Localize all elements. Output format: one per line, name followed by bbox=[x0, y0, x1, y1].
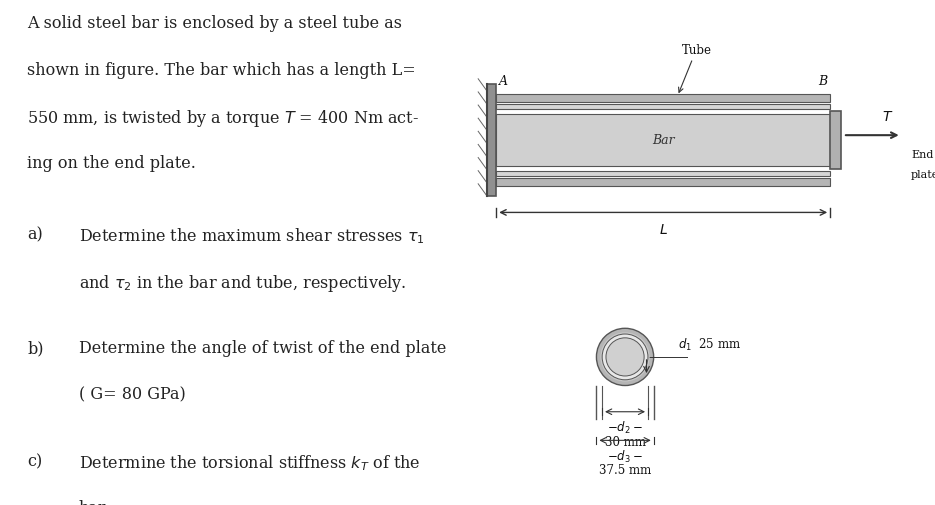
Text: Bar: Bar bbox=[652, 134, 674, 147]
Text: Determine the maximum shear stresses $\tau_1$: Determine the maximum shear stresses $\t… bbox=[79, 226, 424, 246]
Text: $-d_2-$: $-d_2-$ bbox=[607, 419, 643, 435]
Bar bbox=[496, 94, 830, 103]
Text: Determine the torsional stiffness $k_T$ of the: Determine the torsional stiffness $k_T$ … bbox=[79, 452, 421, 472]
Text: ing on the end plate.: ing on the end plate. bbox=[27, 155, 196, 172]
Circle shape bbox=[597, 329, 654, 386]
Text: c): c) bbox=[27, 452, 43, 470]
Text: $-d_3-$: $-d_3-$ bbox=[607, 447, 643, 464]
Text: a): a) bbox=[27, 226, 43, 243]
Text: b): b) bbox=[27, 339, 44, 357]
Text: ( G= 80 GPa): ( G= 80 GPa) bbox=[79, 386, 186, 403]
Circle shape bbox=[606, 338, 644, 376]
Text: plate: plate bbox=[911, 169, 935, 179]
Text: B: B bbox=[818, 74, 827, 87]
Text: $d_1$  25 mm: $d_1$ 25 mm bbox=[678, 336, 741, 352]
Text: $T$: $T$ bbox=[882, 110, 893, 124]
Text: 550 mm, is twisted by a torque $T$ = 400 Nm act-: 550 mm, is twisted by a torque $T$ = 400… bbox=[27, 108, 419, 129]
Text: A solid steel bar is enclosed by a steel tube as: A solid steel bar is enclosed by a steel… bbox=[27, 15, 402, 32]
Circle shape bbox=[600, 333, 650, 382]
Bar bbox=[496, 105, 830, 110]
Text: 30 mm: 30 mm bbox=[605, 435, 645, 448]
Bar bbox=[487, 85, 496, 196]
Text: bar.: bar. bbox=[79, 499, 109, 505]
Text: $L$: $L$ bbox=[659, 223, 668, 236]
Text: shown in figure. The bar which has a length L=: shown in figure. The bar which has a len… bbox=[27, 62, 416, 79]
Circle shape bbox=[602, 334, 648, 380]
Text: Tube: Tube bbox=[679, 43, 712, 93]
Text: A: A bbox=[498, 74, 508, 87]
Bar bbox=[496, 178, 830, 187]
Bar bbox=[496, 172, 830, 176]
Text: Determine the angle of twist of the end plate: Determine the angle of twist of the end … bbox=[79, 339, 446, 357]
Bar bbox=[496, 115, 830, 167]
Text: 37.5 mm: 37.5 mm bbox=[599, 463, 651, 476]
Bar bbox=[830, 112, 841, 169]
Text: End: End bbox=[911, 150, 933, 160]
Text: and $\tau_2$ in the bar and tube, respectively.: and $\tau_2$ in the bar and tube, respec… bbox=[79, 273, 407, 294]
